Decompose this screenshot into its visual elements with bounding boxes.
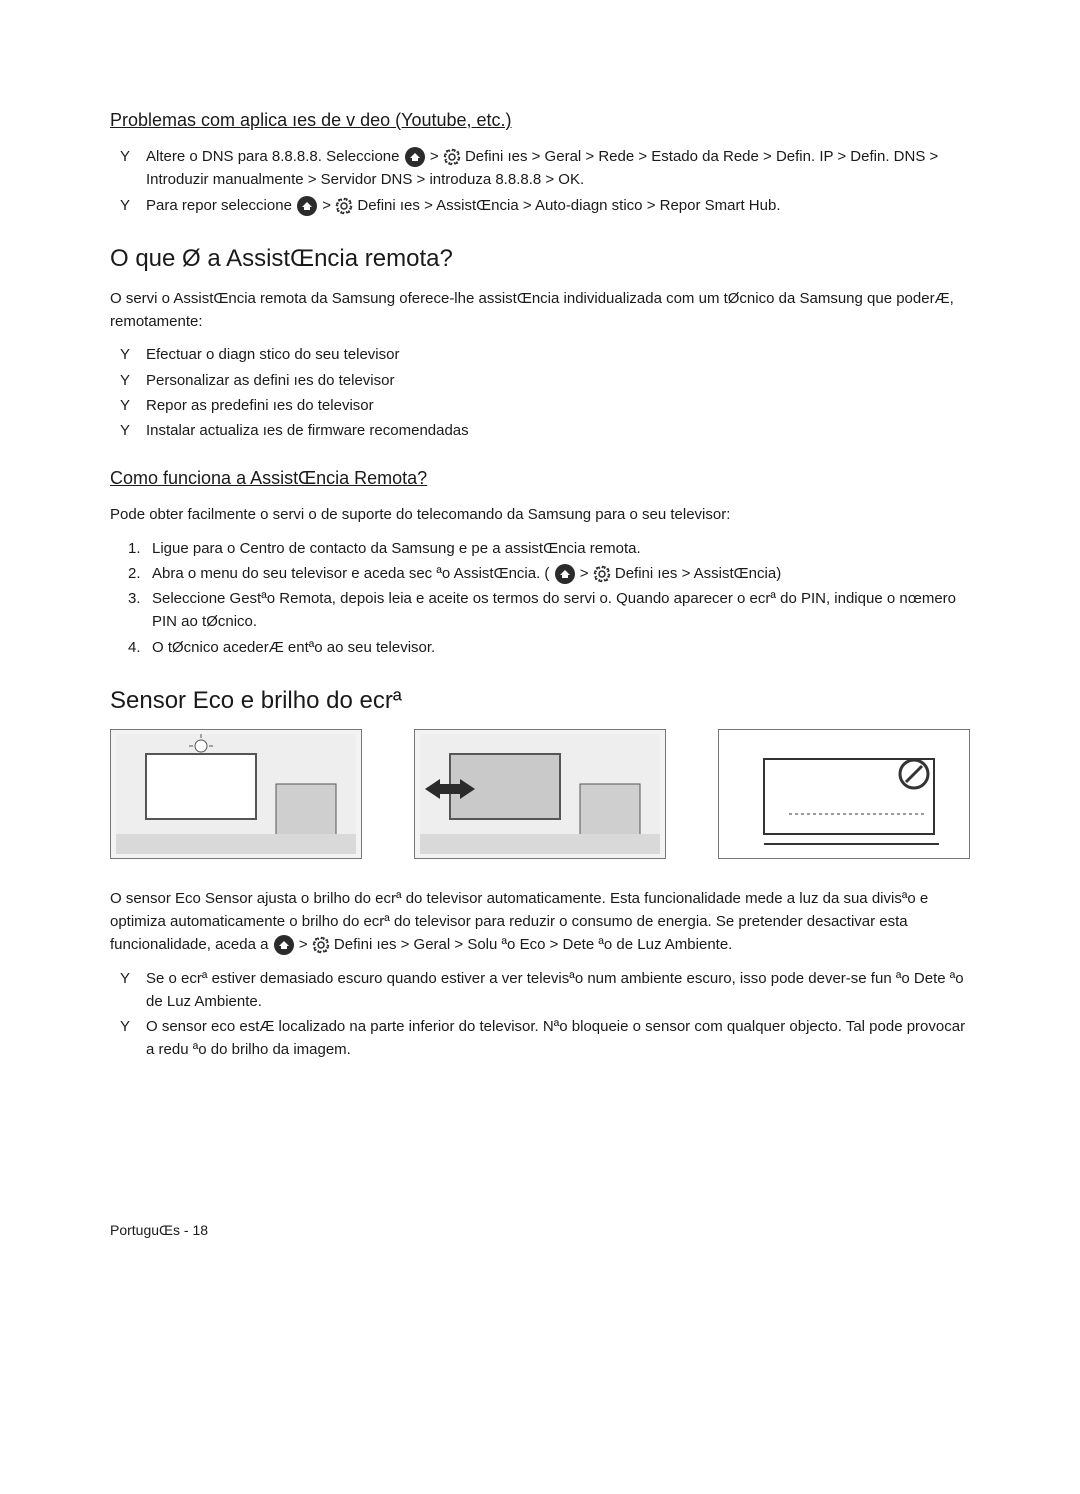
how-works-steps: 1.Ligue para o Centro de contacto da Sam…: [110, 537, 970, 659]
bullet-reset-post: Defini ıes > AssistŒncia > Auto-diagn st…: [357, 197, 780, 214]
home-icon: [555, 564, 575, 584]
home-icon: [297, 196, 317, 216]
ra-b1: Efectuar o diagn stico do seu televisor: [134, 343, 970, 366]
home-icon: [274, 935, 294, 955]
how-works-heading: Como funciona a AssistŒncia Remota?: [110, 468, 970, 489]
step-4: 4.O tØcnico acederÆ entªo ao seu televis…: [134, 636, 970, 659]
tv-room-illustration: [116, 734, 356, 854]
problems-bullets: Altere o DNS para 8.8.8.8. Seleccione > …: [110, 145, 970, 217]
eco-b2: O sensor eco estÆ localizado na parte in…: [134, 1015, 970, 1062]
eco-b1: Se o ecrª estiver demasiado escuro quand…: [134, 967, 970, 1014]
eco-image-3: [718, 729, 970, 859]
section-how-works: Como funciona a AssistŒncia Remota? Pode…: [110, 468, 970, 659]
ra-b2: Personalizar as defini ıes do televisor: [134, 369, 970, 392]
bullet-dns-pre: Altere o DNS para 8.8.8.8. Seleccione: [146, 148, 404, 165]
eco-heading: Sensor Eco e brilho do ecrª: [110, 687, 970, 715]
section-remote-assist: O que Ø a AssistŒncia remota? O servi o …: [110, 245, 970, 443]
gear-icon: [593, 565, 611, 583]
step-1: 1.Ligue para o Centro de contacto da Sam…: [134, 537, 970, 560]
section-problems: Problemas com aplica ıes de v deo (Youtu…: [110, 110, 970, 217]
gear-icon: [443, 148, 461, 166]
step-2-pre: Abra o menu do seu televisor e aceda sec…: [152, 565, 549, 582]
document-page: Problemas com aplica ıes de v deo (Youtu…: [0, 0, 1080, 1298]
gear-icon: [312, 936, 330, 954]
home-icon: [405, 147, 425, 167]
how-works-intro: Pode obter facilmente o servi o de supor…: [110, 503, 970, 526]
eco-bullets: Se o ecrª estiver demasiado escuro quand…: [110, 967, 970, 1062]
arrow-sep: >: [430, 148, 443, 165]
step-4-text: O tØcnico acederÆ entªo ao seu televisor…: [152, 639, 435, 656]
eco-image-1: [110, 729, 362, 859]
eco-images-row: [110, 729, 970, 859]
ra-b4: Instalar actualiza ıes de firmware recom…: [134, 419, 970, 442]
bullet-dns: Altere o DNS para 8.8.8.8. Seleccione > …: [134, 145, 970, 192]
tv-adjust-illustration: [420, 734, 660, 854]
page-footer: PortuguŒs - 18: [110, 1222, 970, 1238]
step-3: 3.Seleccione Gestªo Remota, depois leia …: [134, 587, 970, 634]
eco-para-post: Defini ıes > Geral > Solu ªo Eco > Dete …: [334, 936, 732, 953]
step-3-text: Seleccione Gestªo Remota, depois leia e …: [152, 590, 956, 630]
eco-paragraph: O sensor Eco Sensor ajusta o brilho do e…: [110, 887, 970, 957]
problems-heading: Problemas com aplica ıes de v deo (Youtu…: [110, 110, 970, 131]
gear-icon: [335, 197, 353, 215]
step-2-post: Defini ıes > AssistŒncia): [615, 565, 781, 582]
remote-assist-intro: O servi o AssistŒncia remota da Samsung …: [110, 287, 970, 334]
eco-image-2: [414, 729, 666, 859]
bullet-reset-pre: Para repor seleccione: [146, 197, 296, 214]
arrow-sep: >: [580, 565, 593, 582]
arrow-sep: >: [299, 936, 312, 953]
device-illustration: [724, 734, 964, 854]
remote-assist-heading: O que Ø a AssistŒncia remota?: [110, 245, 970, 273]
step-1-text: Ligue para o Centro de contacto da Samsu…: [152, 540, 641, 557]
ra-b3: Repor as predefini ıes do televisor: [134, 394, 970, 417]
remote-assist-bullets: Efectuar o diagn stico do seu televisor …: [110, 343, 970, 442]
bullet-reset: Para repor seleccione > Defini ıes > Ass…: [134, 194, 970, 217]
section-eco-sensor: Sensor Eco e brilho do ecrª: [110, 687, 970, 1062]
arrow-sep: >: [322, 197, 335, 214]
step-2: 2. Abra o menu do seu televisor e aceda …: [134, 562, 970, 585]
